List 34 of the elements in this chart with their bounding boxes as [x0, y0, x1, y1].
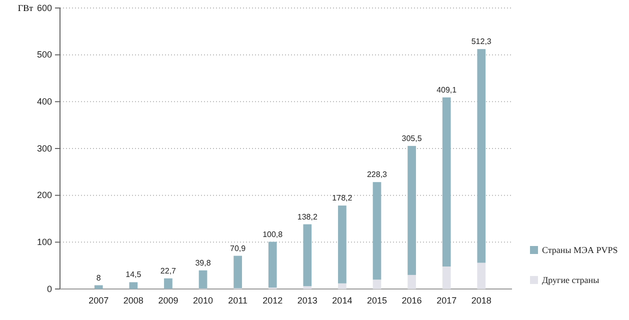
total-label: 14,5	[126, 270, 142, 280]
total-label: 178,2	[332, 194, 353, 203]
total-label: 409,1	[436, 85, 458, 94]
x-tick-label: 2010	[192, 295, 214, 306]
x-tick-label: 2017	[436, 295, 457, 306]
y-tick-label: 200	[36, 190, 52, 200]
x-tick-label: 2012	[262, 295, 283, 306]
x-tick-label: 2014	[332, 295, 352, 306]
x-tick-label: 2011	[228, 295, 248, 306]
x-tick-label: 2007	[88, 295, 109, 306]
total-label: 39,8	[195, 258, 212, 268]
total-label: 138,2	[297, 212, 318, 222]
x-tick-label: 2013	[297, 295, 318, 306]
y-tick-label: 400	[36, 96, 52, 107]
y-tick-label: 0	[46, 284, 52, 294]
total-label: 305,5	[402, 134, 422, 143]
x-tick-label: 2009	[158, 295, 178, 306]
x-tick-label: 2015	[366, 295, 388, 306]
y-axis-title: ГВт	[18, 3, 34, 13]
x-tick-label: 2016	[402, 295, 422, 306]
total-label: 100,8	[262, 230, 284, 239]
y-tick-label: 100	[36, 237, 52, 248]
total-label: 8	[96, 273, 102, 282]
x-tick-label: 2008	[123, 295, 144, 306]
total-label: 228,3	[366, 170, 388, 180]
total-label: 22,7	[160, 266, 177, 276]
total-label: 512,3	[471, 37, 492, 46]
y-tick-label: 600	[36, 2, 52, 13]
total-label: 70,9	[230, 244, 246, 253]
legend-label: Страны МЭА PVPS	[542, 245, 618, 255]
y-tick-label: 300	[36, 143, 52, 154]
legend-label: Другие страны	[542, 275, 600, 285]
y-tick-label: 500	[36, 50, 52, 60]
x-tick-label: 2018	[471, 295, 492, 306]
